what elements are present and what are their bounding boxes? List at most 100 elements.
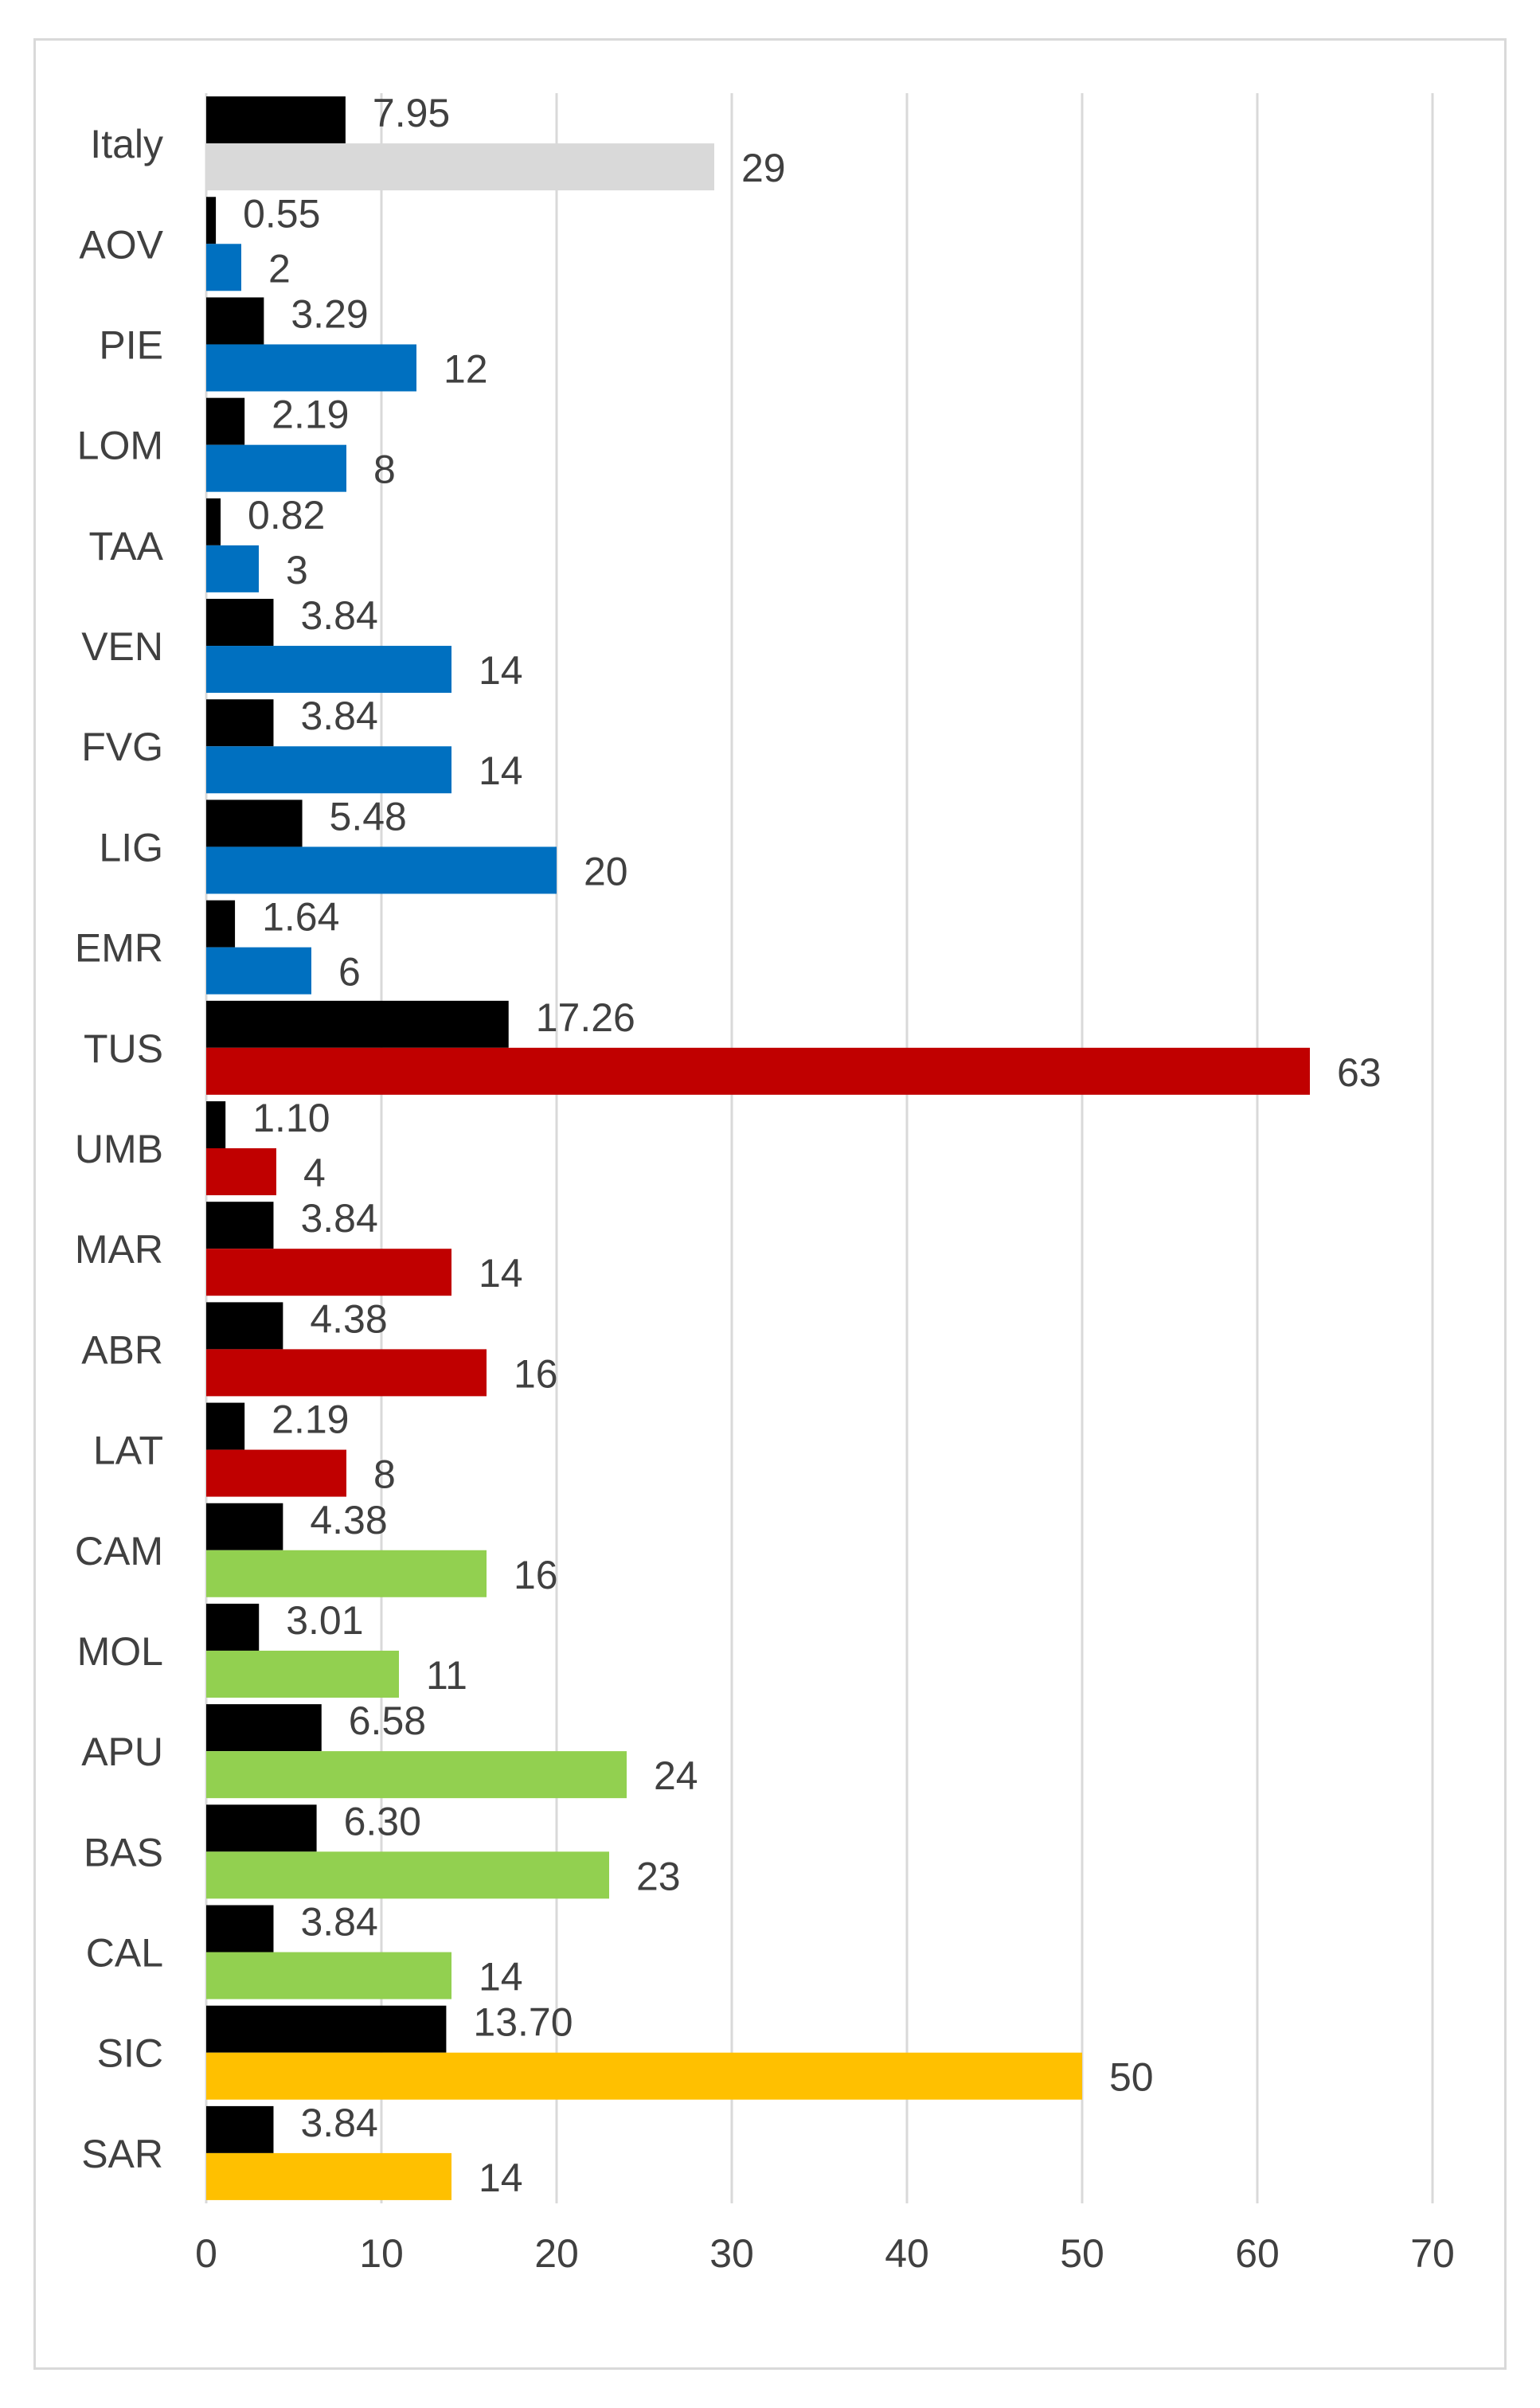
data-label-series-2: 20 bbox=[584, 849, 628, 893]
category-label: VEN bbox=[81, 624, 163, 669]
category-label: Italy bbox=[90, 122, 163, 166]
bar-series-2 bbox=[206, 545, 259, 592]
x-tick-label: 50 bbox=[1060, 2231, 1104, 2276]
category-label: ABR bbox=[81, 1327, 163, 1372]
bar-series-2 bbox=[206, 1650, 399, 1698]
category-label: AOV bbox=[79, 222, 163, 267]
data-label-series-2: 2 bbox=[268, 246, 291, 291]
bar-series-1 bbox=[206, 1402, 245, 1450]
x-tick-label: 10 bbox=[359, 2231, 404, 2276]
bar-series-1 bbox=[206, 1804, 317, 1852]
category-label: MAR bbox=[75, 1227, 163, 1272]
category-label: LIG bbox=[99, 825, 163, 870]
category-label: APU bbox=[81, 1730, 163, 1774]
category-label: EMR bbox=[75, 926, 163, 971]
bar-chart: 0 10 20 30 40 50 60 70 Italy 7.95 29 AOV 0.55 2 PIE 3.2… bbox=[75, 91, 1455, 2276]
bar-series-2 bbox=[206, 846, 557, 894]
data-label-series-2: 6 bbox=[338, 950, 361, 995]
category-label: LAT bbox=[93, 1429, 163, 1473]
data-label-series-1: 3.29 bbox=[291, 291, 368, 336]
bar-series-1 bbox=[206, 297, 264, 345]
bar-series-2 bbox=[206, 1148, 276, 1195]
bar-series-1 bbox=[206, 1503, 283, 1550]
bar-series-2 bbox=[206, 1249, 451, 1296]
bar-series-2 bbox=[206, 143, 714, 191]
bar-series-2 bbox=[206, 1952, 451, 2000]
bar-series-1 bbox=[206, 1000, 509, 1048]
data-label-series-1: 0.82 bbox=[248, 493, 325, 538]
category-label: CAM bbox=[75, 1529, 163, 1573]
data-label-series-2: 14 bbox=[479, 648, 523, 693]
data-label-series-2: 3 bbox=[286, 548, 308, 592]
category-label: MOL bbox=[77, 1629, 163, 1674]
category-label: TAA bbox=[88, 524, 163, 569]
bar-series-2 bbox=[206, 1751, 627, 1799]
bar-series-1 bbox=[206, 197, 217, 244]
bar-series-2 bbox=[206, 947, 311, 995]
data-label-series-2: 14 bbox=[479, 2156, 523, 2200]
data-label-series-1: 6.58 bbox=[349, 1698, 426, 1743]
category-label: BAS bbox=[84, 1830, 163, 1874]
data-label-series-2: 50 bbox=[1109, 2055, 1154, 2100]
category-label: FVG bbox=[81, 725, 163, 769]
bar-series-2 bbox=[206, 746, 451, 794]
category-label: PIE bbox=[99, 322, 163, 367]
data-label-series-1: 6.30 bbox=[344, 1799, 421, 1843]
data-label-series-2: 8 bbox=[373, 448, 396, 492]
x-tick-label: 70 bbox=[1410, 2231, 1455, 2276]
data-label-series-1: 7.95 bbox=[373, 91, 450, 135]
category-label: CAL bbox=[86, 1931, 163, 1976]
data-label-series-2: 4 bbox=[303, 1151, 326, 1195]
data-label-series-2: 14 bbox=[479, 1955, 523, 2000]
x-tick-label: 30 bbox=[709, 2231, 754, 2276]
data-label-series-1: 2.19 bbox=[272, 393, 349, 437]
category-label: TUS bbox=[84, 1026, 163, 1071]
data-label-series-2: 14 bbox=[479, 1251, 523, 1296]
chart-frame: 0 10 20 30 40 50 60 70 Italy 7.95 29 AOV 0.55 2 PIE 3.2… bbox=[33, 38, 1507, 2370]
bar-series-1 bbox=[206, 1101, 226, 1148]
bar-series-2 bbox=[206, 1047, 1310, 1095]
bar-series-2 bbox=[206, 344, 416, 392]
data-label-series-1: 17.26 bbox=[536, 995, 635, 1040]
bar-series-1 bbox=[206, 1704, 322, 1752]
data-label-series-2: 14 bbox=[479, 749, 523, 793]
bar-series-2 bbox=[206, 444, 346, 492]
x-tick-label: 0 bbox=[195, 2231, 217, 2276]
category-label: SAR bbox=[81, 2132, 163, 2176]
bar-series-2 bbox=[206, 1851, 609, 1899]
data-label-series-2: 29 bbox=[741, 146, 786, 190]
data-label-series-1: 4.38 bbox=[310, 1498, 387, 1542]
bar-series-1 bbox=[206, 599, 274, 647]
data-label-series-1: 13.70 bbox=[473, 2000, 573, 2045]
bar-series-1 bbox=[206, 1302, 283, 1350]
bar-series-2 bbox=[206, 646, 451, 694]
data-label-series-2: 12 bbox=[444, 346, 488, 391]
data-label-series-2: 63 bbox=[1337, 1050, 1382, 1095]
data-label-series-2: 11 bbox=[426, 1653, 467, 1698]
bar-series-1 bbox=[206, 2105, 274, 2153]
bar-series-1 bbox=[206, 1905, 274, 1953]
data-label-series-2: 23 bbox=[636, 1854, 681, 1898]
bar-series-1 bbox=[206, 1603, 260, 1651]
data-label-series-1: 3.84 bbox=[300, 694, 377, 738]
bar-series-1 bbox=[206, 2005, 447, 2053]
bar-series-2 bbox=[206, 2152, 451, 2200]
bar-series-1 bbox=[206, 96, 346, 144]
bar-series-1 bbox=[206, 699, 274, 747]
bar-series-2 bbox=[206, 1349, 487, 1397]
bar-series-1 bbox=[206, 397, 245, 445]
bar-series-1 bbox=[206, 1202, 274, 1249]
data-label-series-1: 3.01 bbox=[286, 1598, 363, 1643]
x-tick-label: 20 bbox=[534, 2231, 579, 2276]
data-label-series-1: 5.48 bbox=[330, 794, 407, 838]
bar-series-1 bbox=[206, 498, 221, 545]
category-label: LOM bbox=[77, 424, 163, 468]
x-tick-label: 40 bbox=[885, 2231, 929, 2276]
data-label-series-2: 16 bbox=[514, 1351, 558, 1396]
data-label-series-1: 2.19 bbox=[272, 1398, 349, 1442]
data-label-series-2: 16 bbox=[514, 1553, 558, 1597]
bar-series-1 bbox=[206, 799, 303, 847]
data-label-series-1: 4.38 bbox=[310, 1296, 387, 1341]
data-label-series-2: 8 bbox=[373, 1452, 396, 1497]
bar-series-2 bbox=[206, 1550, 487, 1597]
